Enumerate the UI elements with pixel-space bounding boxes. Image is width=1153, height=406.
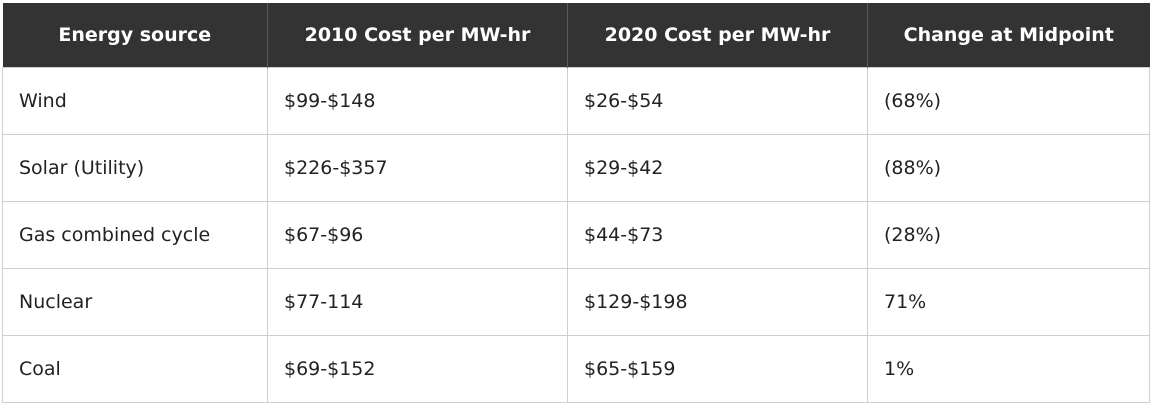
header-energy-source: Energy source (2, 3, 268, 68)
table-row: Gas combined cycle $67-$96 $44-$73 (28%) (2, 201, 1150, 269)
cell-2010-cost: $67-$96 (267, 201, 568, 269)
cell-2020-cost: $129-$198 (567, 268, 868, 336)
energy-cost-table: Energy source 2010 Cost per MW-hr 2020 C… (2, 3, 1150, 403)
cell-2020-cost: $26-$54 (567, 67, 868, 135)
cell-energy-source: Wind (2, 67, 268, 135)
table-row: Wind $99-$148 $26-$54 (68%) (2, 67, 1150, 135)
cell-2010-cost: $99-$148 (267, 67, 568, 135)
table-row: Coal $69-$152 $65-$159 1% (2, 335, 1150, 403)
cell-change-at-midpoint: 71% (867, 268, 1150, 336)
cell-energy-source: Coal (2, 335, 268, 403)
table-row: Nuclear $77-114 $129-$198 71% (2, 268, 1150, 336)
table-row: Solar (Utility) $226-$357 $29-$42 (88%) (2, 134, 1150, 202)
cell-2020-cost: $65-$159 (567, 335, 868, 403)
cell-change-at-midpoint: (68%) (867, 67, 1150, 135)
header-row: Energy source 2010 Cost per MW-hr 2020 C… (2, 3, 1150, 68)
cell-energy-source: Gas combined cycle (2, 201, 268, 269)
cell-2020-cost: $29-$42 (567, 134, 868, 202)
cell-2010-cost: $226-$357 (267, 134, 568, 202)
cell-change-at-midpoint: (88%) (867, 134, 1150, 202)
cell-2010-cost: $69-$152 (267, 335, 568, 403)
header-2010-cost: 2010 Cost per MW-hr (267, 3, 568, 68)
table-header: Energy source 2010 Cost per MW-hr 2020 C… (2, 3, 1150, 68)
header-change-at-midpoint: Change at Midpoint (867, 3, 1150, 68)
cell-change-at-midpoint: 1% (867, 335, 1150, 403)
cell-2010-cost: $77-114 (267, 268, 568, 336)
cell-change-at-midpoint: (28%) (867, 201, 1150, 269)
header-2020-cost: 2020 Cost per MW-hr (567, 3, 868, 68)
table-body: Wind $99-$148 $26-$54 (68%) Solar (Utili… (2, 67, 1150, 403)
cell-energy-source: Nuclear (2, 268, 268, 336)
cell-2020-cost: $44-$73 (567, 201, 868, 269)
cell-energy-source: Solar (Utility) (2, 134, 268, 202)
energy-cost-table-container: Energy source 2010 Cost per MW-hr 2020 C… (2, 3, 1150, 403)
